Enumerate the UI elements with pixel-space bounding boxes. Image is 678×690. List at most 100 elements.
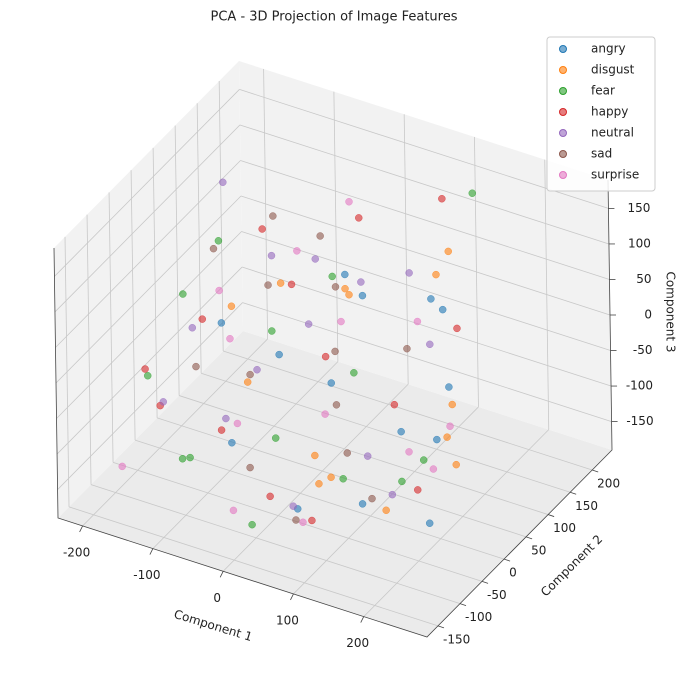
point [331, 347, 339, 356]
legend-marker [559, 45, 567, 53]
point [321, 352, 330, 361]
point [358, 291, 367, 300]
grid-line [54, 124, 241, 313]
z-tick-label: 150 [628, 201, 651, 215]
point [315, 480, 323, 488]
point [438, 194, 446, 203]
point [267, 251, 276, 260]
tick-mark [548, 514, 555, 517]
point [444, 247, 452, 256]
legend-label: angry [591, 42, 626, 56]
x-tick-label: 100 [276, 613, 299, 627]
grid-line [240, 160, 610, 280]
point [345, 291, 353, 299]
chart-title: PCA - 3D Projection of Image Features [211, 10, 458, 25]
grid-line [363, 429, 550, 617]
grid-line [54, 89, 240, 277]
legend-label: surprise [591, 168, 639, 182]
point [227, 302, 236, 310]
legend-marker [559, 108, 567, 116]
grid-line [57, 302, 243, 490]
x-tick-label: -100 [133, 568, 160, 582]
y-tick-label: 200 [597, 477, 620, 491]
point [243, 378, 252, 386]
point [209, 244, 218, 253]
point [276, 279, 285, 287]
y-axis-label: Component 2 [538, 532, 605, 599]
point [264, 281, 272, 289]
point [446, 422, 454, 430]
axis-line [53, 179, 613, 638]
point [382, 506, 390, 515]
legend-marker [559, 171, 567, 179]
point [289, 502, 297, 510]
legend: angry disgust fear happy neutral sad surprise [546, 36, 656, 192]
point [246, 463, 254, 472]
point [248, 520, 256, 529]
point [345, 198, 353, 206]
point [433, 435, 441, 444]
y-tick-label: 0 [509, 566, 517, 580]
point [304, 320, 313, 328]
grid-line [68, 506, 439, 627]
grid-line [55, 195, 242, 384]
grid-line [223, 350, 593, 471]
point [432, 270, 440, 279]
y-tick-label: -50 [487, 588, 507, 602]
point [343, 449, 352, 457]
z-tick-label: 0 [644, 308, 652, 322]
tick-mark [149, 548, 154, 555]
y-tick-label: 150 [575, 499, 598, 513]
point [403, 344, 411, 353]
point [186, 453, 194, 462]
point [413, 317, 422, 326]
point [358, 500, 367, 508]
grid-line [239, 124, 610, 245]
y-tick-label: -150 [443, 632, 470, 646]
legend-label: neutral [591, 126, 634, 140]
grid-line [201, 372, 571, 493]
point [217, 319, 226, 327]
z-tick-label: -100 [626, 379, 653, 393]
point [219, 178, 227, 187]
point [222, 414, 230, 423]
grid-line [56, 231, 242, 419]
tick-mark [219, 571, 224, 578]
tick-mark [290, 593, 294, 601]
point [308, 516, 316, 525]
point [198, 315, 207, 323]
point [268, 327, 276, 335]
point [452, 460, 460, 469]
point [339, 475, 347, 483]
point [332, 401, 341, 409]
tick-mark [570, 491, 577, 495]
point [468, 189, 477, 197]
point [448, 400, 457, 409]
point [159, 398, 168, 406]
point [355, 214, 363, 222]
grid-line [241, 266, 612, 387]
grid-line [240, 195, 611, 316]
point [246, 370, 254, 379]
tick-mark [360, 616, 365, 623]
point [299, 518, 307, 527]
point [192, 362, 200, 371]
point [429, 465, 438, 473]
x-tick-label: -200 [63, 545, 90, 559]
point [368, 494, 376, 503]
point [179, 290, 187, 298]
point [316, 232, 324, 240]
point [426, 340, 434, 349]
grid-line [222, 383, 409, 572]
legend-marker [559, 87, 567, 95]
point [425, 519, 434, 527]
legend-label: disgust [591, 63, 635, 77]
grid-line [241, 231, 611, 351]
legend-marker [559, 129, 567, 137]
point [328, 272, 336, 281]
point [398, 477, 406, 486]
point [341, 284, 349, 293]
point [141, 365, 149, 373]
